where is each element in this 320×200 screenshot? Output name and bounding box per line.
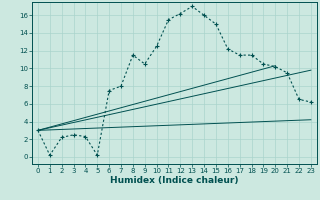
X-axis label: Humidex (Indice chaleur): Humidex (Indice chaleur): [110, 176, 239, 185]
